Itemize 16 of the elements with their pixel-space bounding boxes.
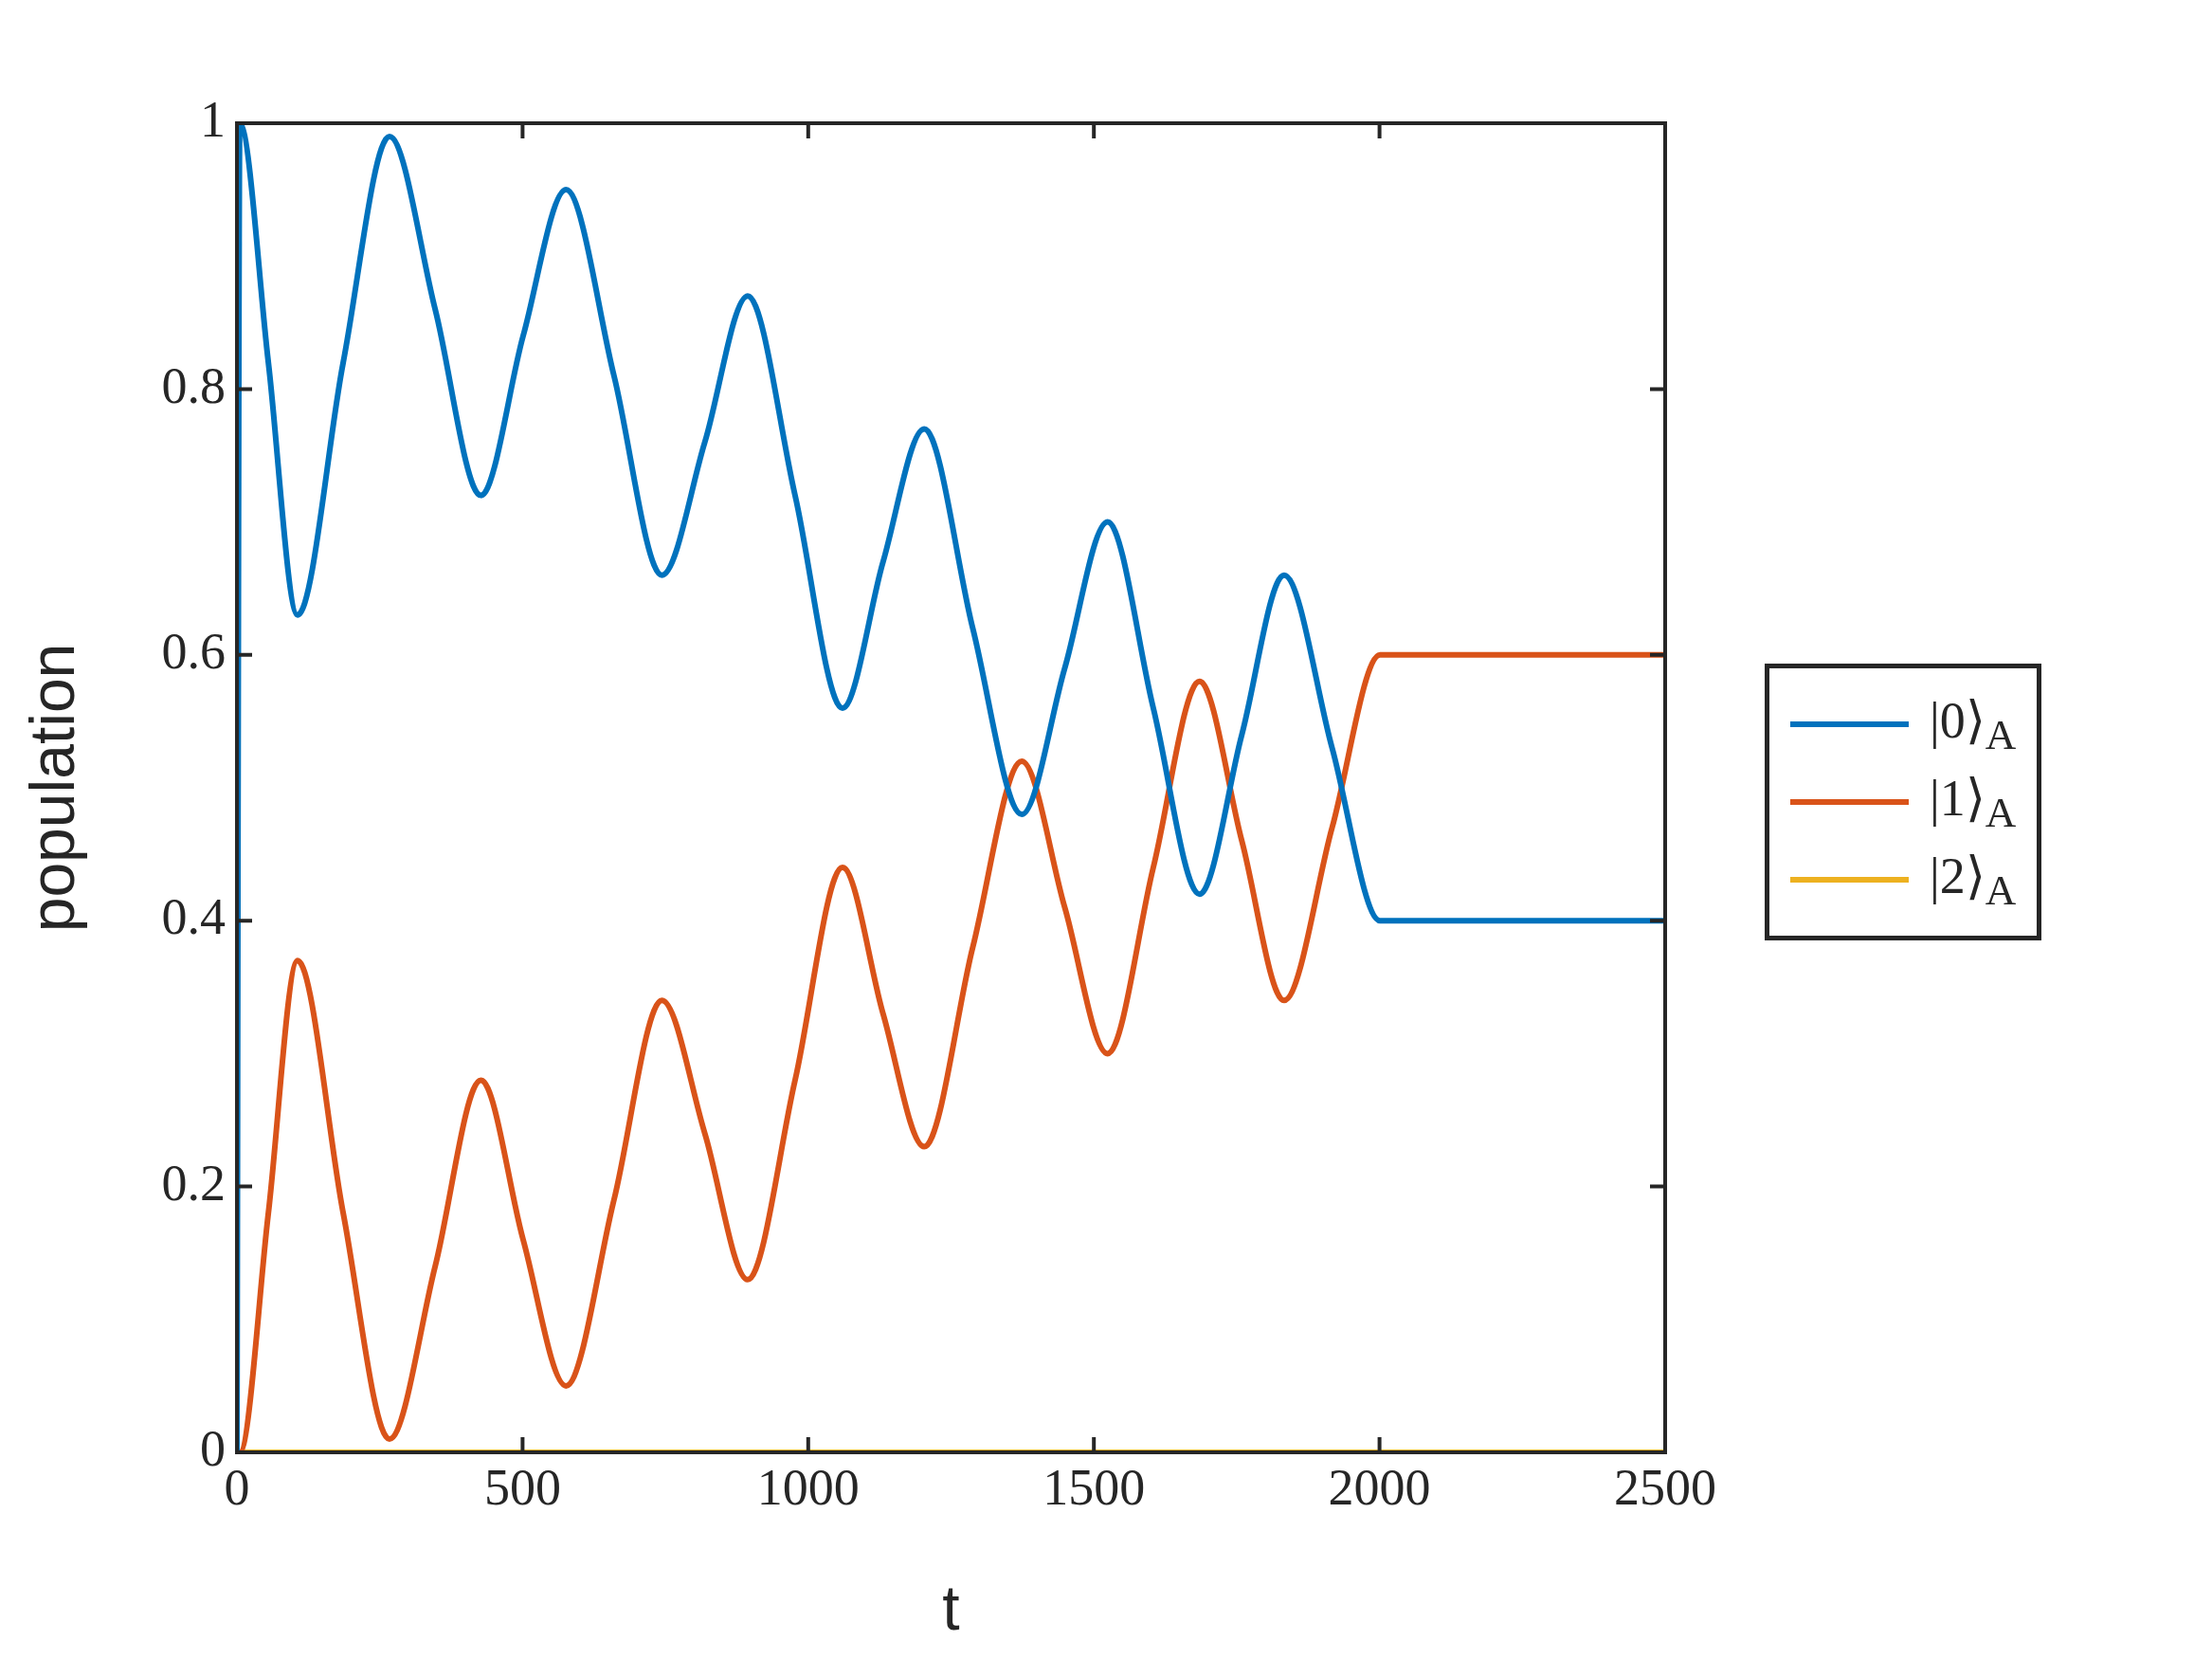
x-tick-label: 1000 xyxy=(756,1458,860,1516)
y-tick-label: 0.6 xyxy=(161,622,226,680)
x-tick-label: 2000 xyxy=(1328,1458,1431,1516)
y-tick-label: 0.8 xyxy=(161,356,226,414)
y-tick-label: 0.4 xyxy=(161,888,226,946)
x-tick-label: 500 xyxy=(483,1458,561,1516)
x-tick-label: 2500 xyxy=(1614,1458,1716,1516)
y-tick-label: 0.2 xyxy=(161,1154,226,1212)
y-axis-title: population xyxy=(16,643,87,933)
y-tick-label: 1 xyxy=(200,91,226,149)
legend-label: |0⟩$_{A}$ xyxy=(1930,690,2017,759)
legend-label: |2⟩$_{A}$ xyxy=(1930,846,2017,915)
x-tick-label: 1500 xyxy=(1043,1458,1146,1516)
legend-label: |1⟩$_{A}$ xyxy=(1930,768,2017,837)
x-axis-title: t xyxy=(942,1572,960,1643)
y-tick-label: 0 xyxy=(200,1420,226,1478)
